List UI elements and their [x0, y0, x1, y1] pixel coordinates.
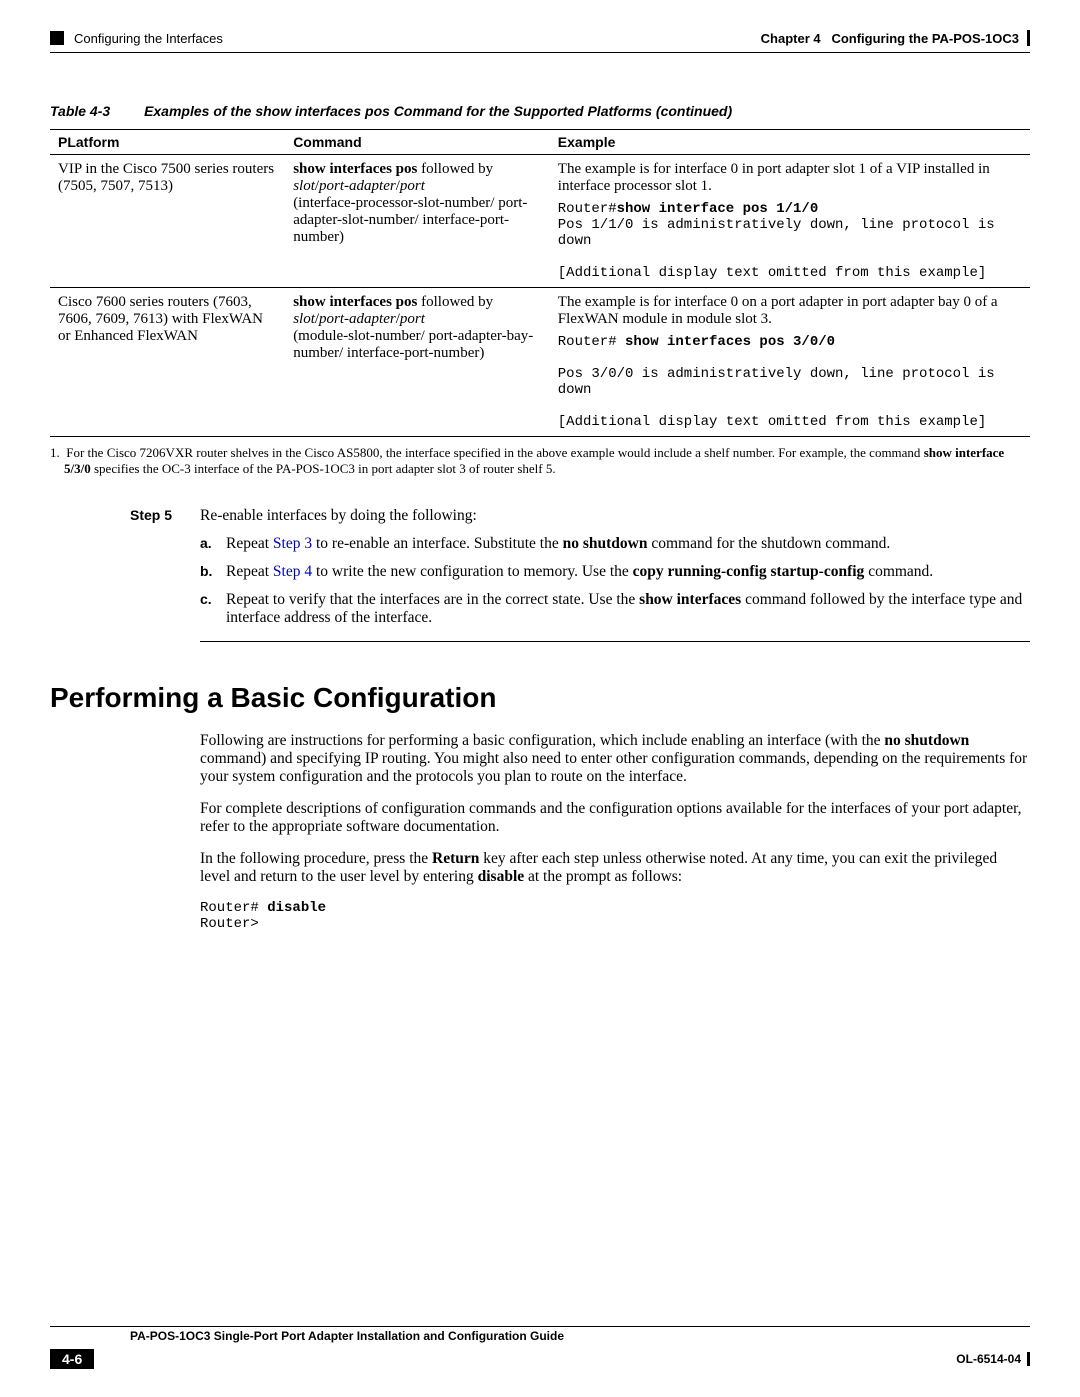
doc-number: OL-6514-04 — [956, 1352, 1030, 1366]
header-right: Chapter 4 Configuring the PA-POS-1OC3 — [761, 30, 1030, 46]
footer-bar-icon — [1027, 1352, 1030, 1366]
cmd-paren: (interface-processor-slot-number/ port-a… — [293, 195, 527, 245]
cmd-tail: followed by — [417, 294, 493, 310]
step-5: Step 5 Re-enable interfaces by doing the… — [130, 507, 1030, 525]
code-cmd: show interfaces pos 3/0/0 — [625, 334, 835, 350]
paragraph: For complete descriptions of configurati… — [200, 800, 1030, 836]
sub-letter: a. — [200, 535, 226, 553]
code-prompt: Router# — [200, 900, 267, 916]
header-chapter-title: Configuring the PA-POS-1OC3 — [831, 31, 1019, 46]
header-chapter: Chapter 4 — [761, 31, 821, 46]
sub-text: Repeat Step 4 to write the new configura… — [226, 563, 933, 581]
cmd-bold: show interfaces pos — [293, 294, 417, 310]
sub-letter: b. — [200, 563, 226, 581]
th-example: Example — [550, 130, 1030, 155]
code-cmd: show interface pos 1/1/0 — [617, 201, 819, 217]
header-left: Configuring the Interfaces — [50, 31, 223, 46]
section-heading: Performing a Basic Configuration — [50, 682, 1030, 714]
th-platform: PLatform — [50, 130, 285, 155]
cell-example: The example is for interface 0 on a port… — [550, 288, 1030, 437]
paragraph: In the following procedure, press the Re… — [200, 850, 1030, 886]
sub-item-a: a. Repeat Step 3 to re-enable an interfa… — [200, 535, 1030, 553]
example-text: The example is for interface 0 on a port… — [558, 294, 1022, 328]
cmd-pa: port-adapter — [319, 311, 396, 327]
page-number: 4-6 — [50, 1349, 94, 1369]
cell-command: show interfaces pos followed by slot/por… — [285, 288, 550, 437]
step-sublist: a. Repeat Step 3 to re-enable an interfa… — [200, 535, 1030, 627]
cell-command: show interfaces pos followed by slot/por… — [285, 155, 550, 288]
code-prompt: Router# — [558, 334, 625, 350]
cmd-tail: followed by — [417, 161, 493, 177]
cmd-paren: (module-slot-number/ port-adapter-bay-nu… — [293, 328, 533, 361]
th-command: Command — [285, 130, 550, 155]
cmd-port: port — [400, 178, 425, 194]
code-prompt: Router# — [558, 201, 617, 217]
step-label: Step 5 — [130, 507, 200, 525]
code-output: Router> — [200, 916, 259, 932]
table-row: VIP in the Cisco 7500 series routers (75… — [50, 155, 1030, 288]
sub-letter: c. — [200, 591, 226, 627]
running-header: Configuring the Interfaces Chapter 4 Con… — [50, 30, 1030, 46]
cmd-pa: port-adapter — [319, 178, 396, 194]
footer-doc-title: PA-POS-1OC3 Single-Port Port Adapter Ins… — [130, 1329, 564, 1343]
example-text: The example is for interface 0 in port a… — [558, 161, 1022, 195]
example-code: Router# show interfaces pos 3/0/0 Pos 3/… — [558, 334, 1022, 430]
cmd-bold: show interfaces pos — [293, 161, 417, 177]
cmd-port: port — [400, 311, 425, 327]
paragraph: Following are instructions for performin… — [200, 732, 1030, 786]
footer: PA-POS-1OC3 Single-Port Port Adapter Ins… — [50, 1326, 1030, 1369]
table-footnote: 1. For the Cisco 7206VXR router shelves … — [64, 445, 1030, 477]
code-block: Router# disable Router> — [200, 900, 1030, 932]
example-code: Router#show interface pos 1/1/0 Pos 1/1/… — [558, 201, 1022, 281]
link-step3[interactable]: Step 3 — [273, 535, 312, 552]
table-caption: Table 4-3 Examples of the show interface… — [50, 103, 1030, 119]
table-header-row: PLatform Command Example — [50, 130, 1030, 155]
sub-item-b: b. Repeat Step 4 to write the new config… — [200, 563, 1030, 581]
code-output: Pos 1/1/0 is administratively down, line… — [558, 217, 1003, 281]
header-rule — [50, 52, 1030, 53]
sub-text: Repeat Step 3 to re-enable an interface.… — [226, 535, 890, 553]
table-row: Cisco 7600 series routers (7603, 7606, 7… — [50, 288, 1030, 437]
code-cmd: disable — [267, 900, 326, 916]
step-end-rule — [200, 641, 1030, 642]
cmd-slot: slot — [293, 178, 315, 194]
cmd-slot: slot — [293, 311, 315, 327]
cell-platform: Cisco 7600 series routers (7603, 7606, 7… — [50, 288, 285, 437]
sub-text: Repeat to verify that the interfaces are… — [226, 591, 1030, 627]
link-step4[interactable]: Step 4 — [273, 563, 312, 580]
table-caption-text: Examples of the show interfaces pos Comm… — [144, 103, 732, 119]
cell-example: The example is for interface 0 in port a… — [550, 155, 1030, 288]
header-square-icon — [50, 31, 64, 45]
cell-platform: VIP in the Cisco 7500 series routers (75… — [50, 155, 285, 288]
sub-item-c: c. Repeat to verify that the interfaces … — [200, 591, 1030, 627]
code-output: Pos 3/0/0 is administratively down, line… — [558, 366, 1003, 430]
table-number: Table 4-3 — [50, 103, 110, 119]
header-section-title: Configuring the Interfaces — [74, 31, 223, 46]
header-bar-icon — [1027, 30, 1030, 46]
command-table: PLatform Command Example VIP in the Cisc… — [50, 129, 1030, 437]
step-intro: Re-enable interfaces by doing the follow… — [200, 507, 477, 525]
